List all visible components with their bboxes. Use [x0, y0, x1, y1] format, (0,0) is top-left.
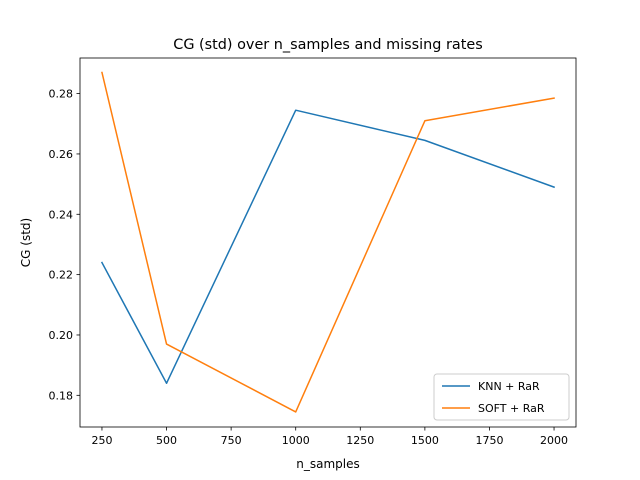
- y-tick-label: 0.28: [49, 88, 74, 101]
- axes-frame: [79, 57, 577, 428]
- chart-title: CG (std) over n_samples and missing rate…: [173, 37, 482, 53]
- x-tick-label: 750: [221, 434, 242, 447]
- x-tick-label: 1750: [475, 434, 503, 447]
- x-tick-label: 500: [156, 434, 177, 447]
- x-tick-label: 1000: [282, 434, 310, 447]
- axes-layer: 250 500 750 1000 1250 1500 1750 2000 0.18 0.20 0.2…: [49, 57, 577, 447]
- x-tick-label: 1500: [411, 434, 439, 447]
- y-axis-label: CG (std): [19, 218, 33, 267]
- y-tick-label: 0.24: [49, 208, 74, 221]
- series-layer: [100, 71, 556, 413]
- series-line-2: [101, 71, 555, 413]
- x-tick-label: 1250: [346, 434, 374, 447]
- series-line-1: [100, 109, 556, 384]
- x-tick-label: 250: [91, 434, 112, 447]
- y-tick-label: 0.26: [49, 148, 74, 161]
- legend-label-2: SOFT + RaR: [478, 402, 545, 415]
- plot-area: [80, 58, 576, 427]
- legend: KNN + RaR SOFT + RaR: [433, 373, 570, 421]
- legend-label-1: KNN + RaR: [478, 380, 540, 393]
- y-tick-label: 0.22: [49, 269, 74, 282]
- y-tick-label: 0.18: [49, 389, 74, 402]
- x-tick-label: 2000: [540, 434, 568, 447]
- x-axis-label: n_samples: [296, 457, 360, 471]
- y-tick-label: 0.20: [49, 329, 74, 342]
